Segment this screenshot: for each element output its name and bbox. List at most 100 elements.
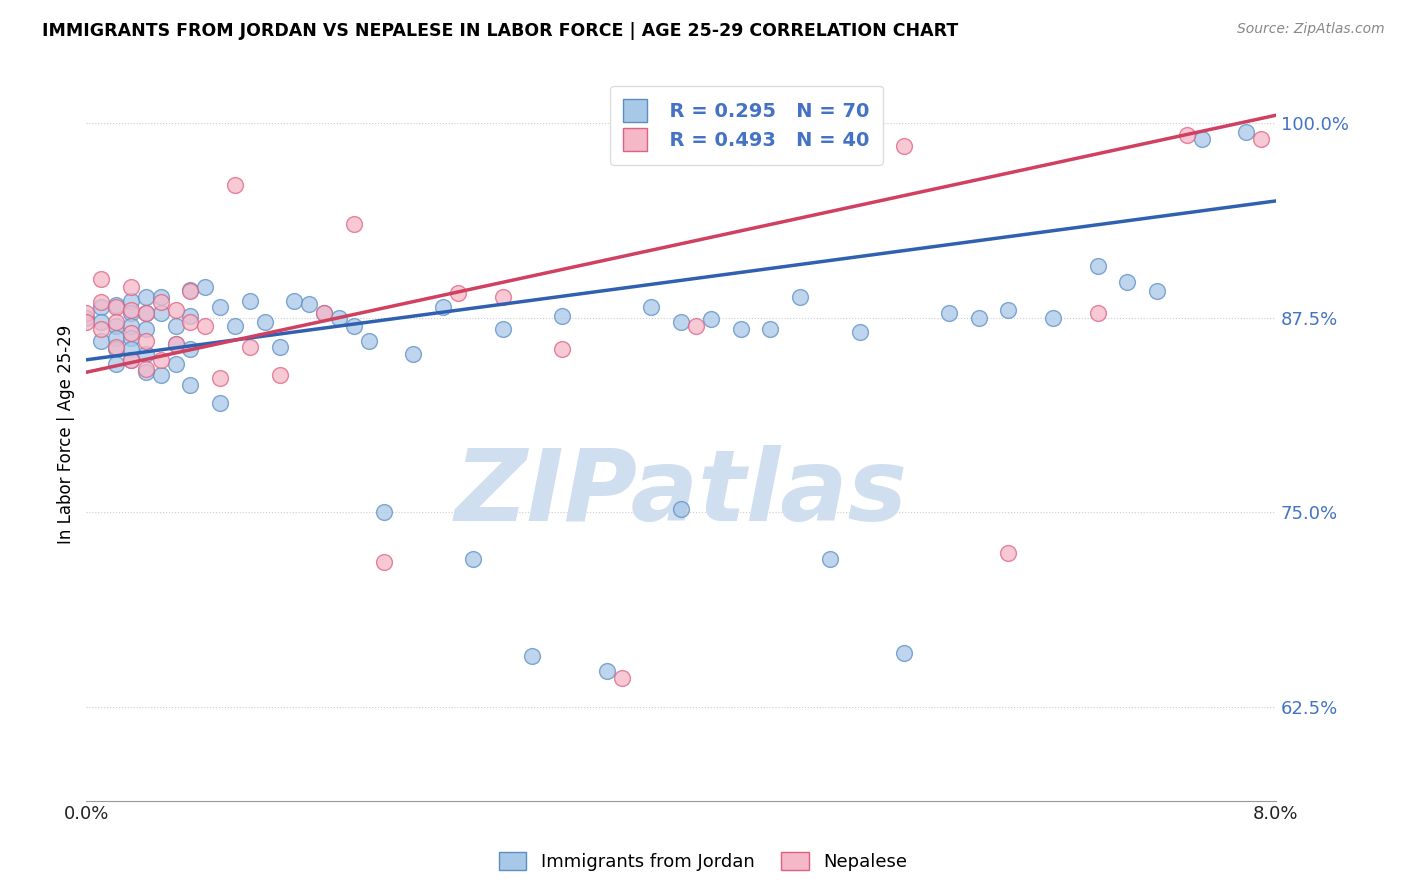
Point [179,285,201,299]
Point [135,362,157,376]
Point [893,139,915,153]
Point [492,321,515,335]
Point [997,546,1019,560]
Text: IMMIGRANTS FROM JORDAN VS NEPALESE IN LABOR FORCE | AGE 25-29 CORRELATION CHART: IMMIGRANTS FROM JORDAN VS NEPALESE IN LA… [42,22,959,40]
Point [209,300,232,314]
Point [269,340,291,354]
Text: ZIPatlas: ZIPatlas [454,444,908,541]
Point [149,352,172,367]
Point [1250,131,1272,145]
Point [224,318,246,333]
Point [283,293,305,308]
Point [120,342,142,356]
Point [149,306,172,320]
Point [209,371,232,385]
Point [105,298,128,312]
Point [179,342,201,356]
Point [179,315,201,329]
Point [1116,275,1139,289]
Point [135,291,157,305]
Point [135,306,157,320]
Point [357,334,380,348]
Point [818,552,841,566]
Point [90,334,112,348]
Point [700,312,723,326]
Point [447,285,470,300]
Legend:   R = 0.295   N = 70,   R = 0.493   N = 40: R = 0.295 N = 70, R = 0.493 N = 40 [610,86,883,164]
Point [269,368,291,383]
Point [135,306,157,320]
Point [373,555,395,569]
Point [298,297,321,311]
Point [165,337,187,351]
Point [135,334,157,348]
Point [730,321,752,335]
Point [1146,285,1168,299]
Point [1042,310,1064,325]
Point [1234,125,1257,139]
Point [402,346,425,360]
Point [224,178,246,193]
Point [194,279,217,293]
Point [314,306,336,320]
Point [685,318,707,333]
Point [1087,260,1109,274]
Point [165,302,187,317]
Point [373,505,395,519]
Point [343,217,366,231]
Text: Source: ZipAtlas.com: Source: ZipAtlas.com [1237,22,1385,37]
Point [165,318,187,333]
Point [90,315,112,329]
Point [120,331,142,345]
Point [461,552,484,566]
Point [149,295,172,310]
Point [105,342,128,356]
Point [551,309,574,323]
Point [848,325,870,339]
Point [596,665,619,679]
Point [120,318,142,333]
Y-axis label: In Labor Force | Age 25-29: In Labor Force | Age 25-29 [58,325,75,544]
Point [893,646,915,660]
Point [105,318,128,333]
Point [522,648,544,663]
Point [967,310,990,325]
Point [997,302,1019,317]
Point [165,337,187,351]
Point [209,396,232,410]
Point [90,300,112,314]
Point [179,377,201,392]
Point [789,135,811,149]
Point [120,293,142,308]
Point [551,342,574,356]
Point [179,309,201,323]
Point [1087,306,1109,320]
Point [105,340,128,354]
Point [253,315,276,329]
Point [75,310,97,325]
Point [105,331,128,345]
Point [343,318,366,333]
Point [120,302,142,317]
Point [149,368,172,383]
Point [759,321,782,335]
Point [149,291,172,305]
Point [135,346,157,360]
Point [179,283,201,297]
Point [120,279,142,293]
Point [194,318,217,333]
Point [432,300,454,314]
Point [328,310,350,325]
Point [90,272,112,286]
Point [120,306,142,320]
Point [120,352,142,367]
Point [120,352,142,367]
Point [90,321,112,335]
Point [789,291,811,305]
Point [492,291,515,305]
Point [938,306,960,320]
Point [1175,128,1198,143]
Point [105,300,128,314]
Point [669,502,692,516]
Point [135,321,157,335]
